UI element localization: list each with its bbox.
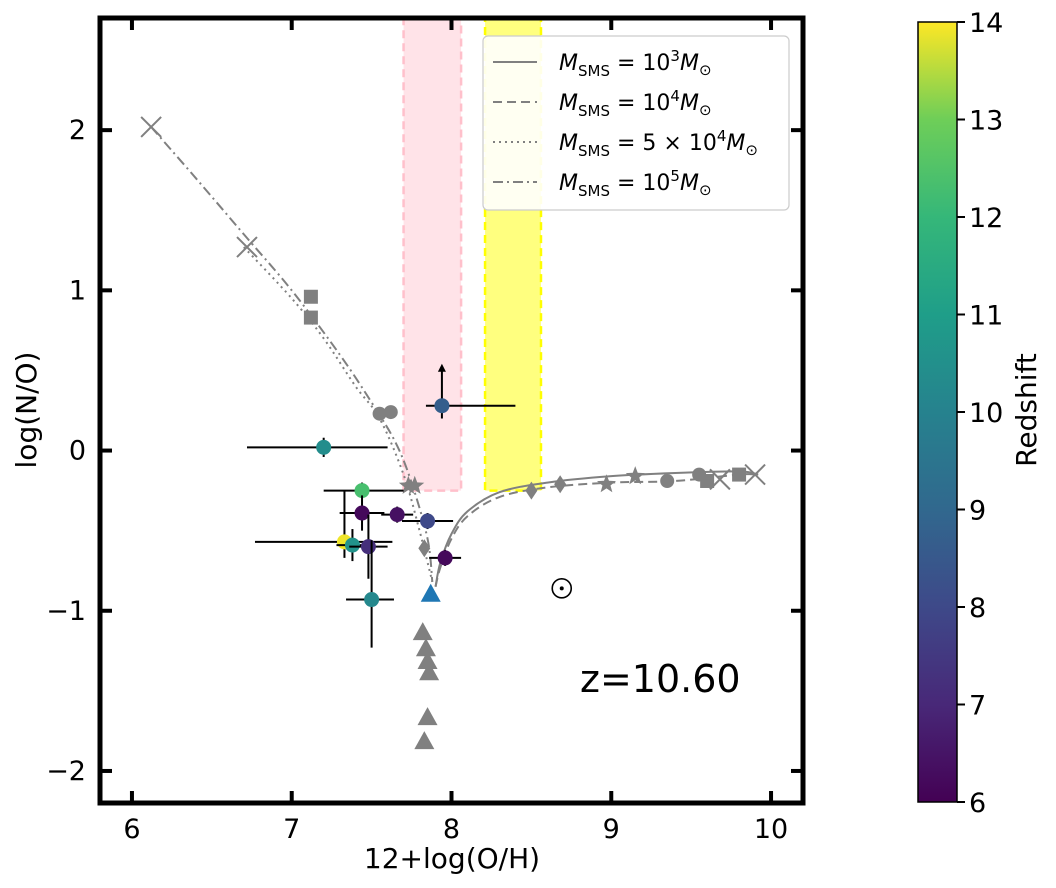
model-marker-circle bbox=[372, 406, 387, 421]
model-markers bbox=[140, 116, 766, 750]
lower-limit-arrowhead bbox=[437, 363, 446, 372]
x-tick-label: 6 bbox=[123, 814, 140, 845]
model-marker-diamond bbox=[554, 475, 567, 494]
model-marker-star bbox=[596, 474, 616, 493]
model-marker-x bbox=[236, 236, 258, 258]
solar-circle bbox=[551, 578, 573, 599]
model-marker-square bbox=[732, 467, 747, 482]
model-marker-triangle bbox=[412, 622, 433, 641]
x-tick-label: 10 bbox=[754, 814, 788, 845]
observation-marker bbox=[360, 539, 376, 555]
y-tick-label: 1 bbox=[69, 275, 86, 306]
observation-marker bbox=[354, 483, 370, 499]
model-marker-triangle bbox=[415, 638, 436, 657]
x-axis-label: 12+log(O/H) bbox=[364, 842, 540, 875]
x-tick-label: 8 bbox=[443, 814, 460, 845]
metallicity-band-outline bbox=[483, 18, 543, 492]
legend-box bbox=[482, 35, 790, 211]
solar-dot bbox=[559, 586, 564, 591]
model-track-solid bbox=[434, 470, 759, 587]
observation-marker bbox=[420, 513, 436, 529]
metallicity-bands bbox=[402, 18, 543, 492]
colorbar-tick-label: 9 bbox=[969, 496, 986, 527]
legend-entry-label: MSMS = 103M⊙ bbox=[559, 47, 712, 80]
model-marker-triangle bbox=[417, 707, 438, 726]
x-tick-label: 9 bbox=[603, 814, 620, 845]
observation-marker bbox=[434, 398, 450, 414]
model-marker-x bbox=[744, 463, 766, 486]
model-track-dashdot bbox=[150, 126, 434, 583]
colorbar-tick-label: 10 bbox=[969, 398, 1003, 429]
redshift-annotation: z=10.60 bbox=[580, 657, 741, 701]
model-marker-diamond bbox=[418, 539, 431, 558]
model-marker-triangle bbox=[414, 731, 435, 750]
model-marker-circle bbox=[383, 405, 398, 420]
y-axis-label: log(N/O) bbox=[10, 352, 43, 469]
colorbar-label: Redshift bbox=[1010, 353, 1043, 467]
colorbar-tick-label: 11 bbox=[969, 301, 1003, 332]
observation-point bbox=[346, 540, 394, 648]
colorbar bbox=[917, 21, 958, 803]
metallicity-band bbox=[403, 18, 462, 491]
y-tick-label: −2 bbox=[46, 756, 86, 787]
model-marker-square bbox=[303, 310, 318, 325]
y-tick-label: 2 bbox=[69, 115, 86, 146]
observation-marker bbox=[364, 592, 380, 608]
model-marker-circle bbox=[660, 473, 675, 488]
observation-point bbox=[246, 437, 388, 457]
solar-symbol bbox=[551, 578, 573, 599]
colorbar-tick-label: 14 bbox=[969, 8, 1003, 39]
colorbar-ticks: 6 7 8 9 10 11 12 13 14 bbox=[957, 8, 1003, 819]
observation-point bbox=[323, 482, 404, 499]
legend: MSMS = 103M⊙ MSMS = 104M⊙ MSMS = 5 × 104M⊙… bbox=[482, 35, 790, 211]
model-marker-triangle bbox=[417, 651, 438, 670]
colorbar-tick-label: 12 bbox=[969, 203, 1003, 234]
observation-marker bbox=[437, 550, 453, 566]
model-marker-diamond bbox=[525, 481, 538, 500]
observation-point bbox=[401, 513, 454, 530]
legend-entry-label: MSMS = 104M⊙ bbox=[559, 87, 712, 120]
y-tick-label: 0 bbox=[69, 436, 86, 467]
observation-marker bbox=[316, 439, 332, 455]
observation-marker bbox=[354, 505, 370, 521]
highlight-triangle bbox=[420, 583, 441, 602]
observations bbox=[246, 363, 516, 648]
y-tick-label: −1 bbox=[46, 596, 86, 627]
x-tick-label: 7 bbox=[283, 814, 300, 845]
colorbar-tick-label: 6 bbox=[969, 788, 986, 819]
observation-point bbox=[429, 549, 462, 566]
model-marker-star bbox=[625, 466, 645, 485]
legend-entry-label: MSMS = 5 × 104M⊙ bbox=[559, 127, 758, 160]
model-marker-star bbox=[405, 475, 425, 494]
model-marker-triangle bbox=[419, 662, 440, 681]
metallicity-band-outline bbox=[402, 18, 463, 492]
observation-point bbox=[381, 506, 414, 523]
model-marker-circle bbox=[692, 467, 707, 482]
colorbar-tick-label: 13 bbox=[969, 106, 1003, 137]
observation-point bbox=[339, 495, 385, 531]
y-axis-ticks: −2 −1 0 1 2 bbox=[46, 115, 803, 787]
model-marker-square bbox=[303, 289, 318, 304]
model-track-dashed bbox=[434, 473, 759, 587]
model-marker-x bbox=[140, 116, 162, 138]
observation-marker bbox=[389, 507, 405, 523]
colorbar-tick-label: 8 bbox=[969, 593, 986, 624]
observation-point bbox=[425, 363, 516, 419]
legend-entry-label: MSMS = 105M⊙ bbox=[559, 167, 712, 200]
observation-marker bbox=[344, 537, 360, 553]
x-axis-ticks: 6 7 8 9 10 bbox=[123, 18, 788, 845]
observation-point bbox=[349, 514, 388, 579]
colorbar-tick-label: 7 bbox=[969, 691, 986, 722]
